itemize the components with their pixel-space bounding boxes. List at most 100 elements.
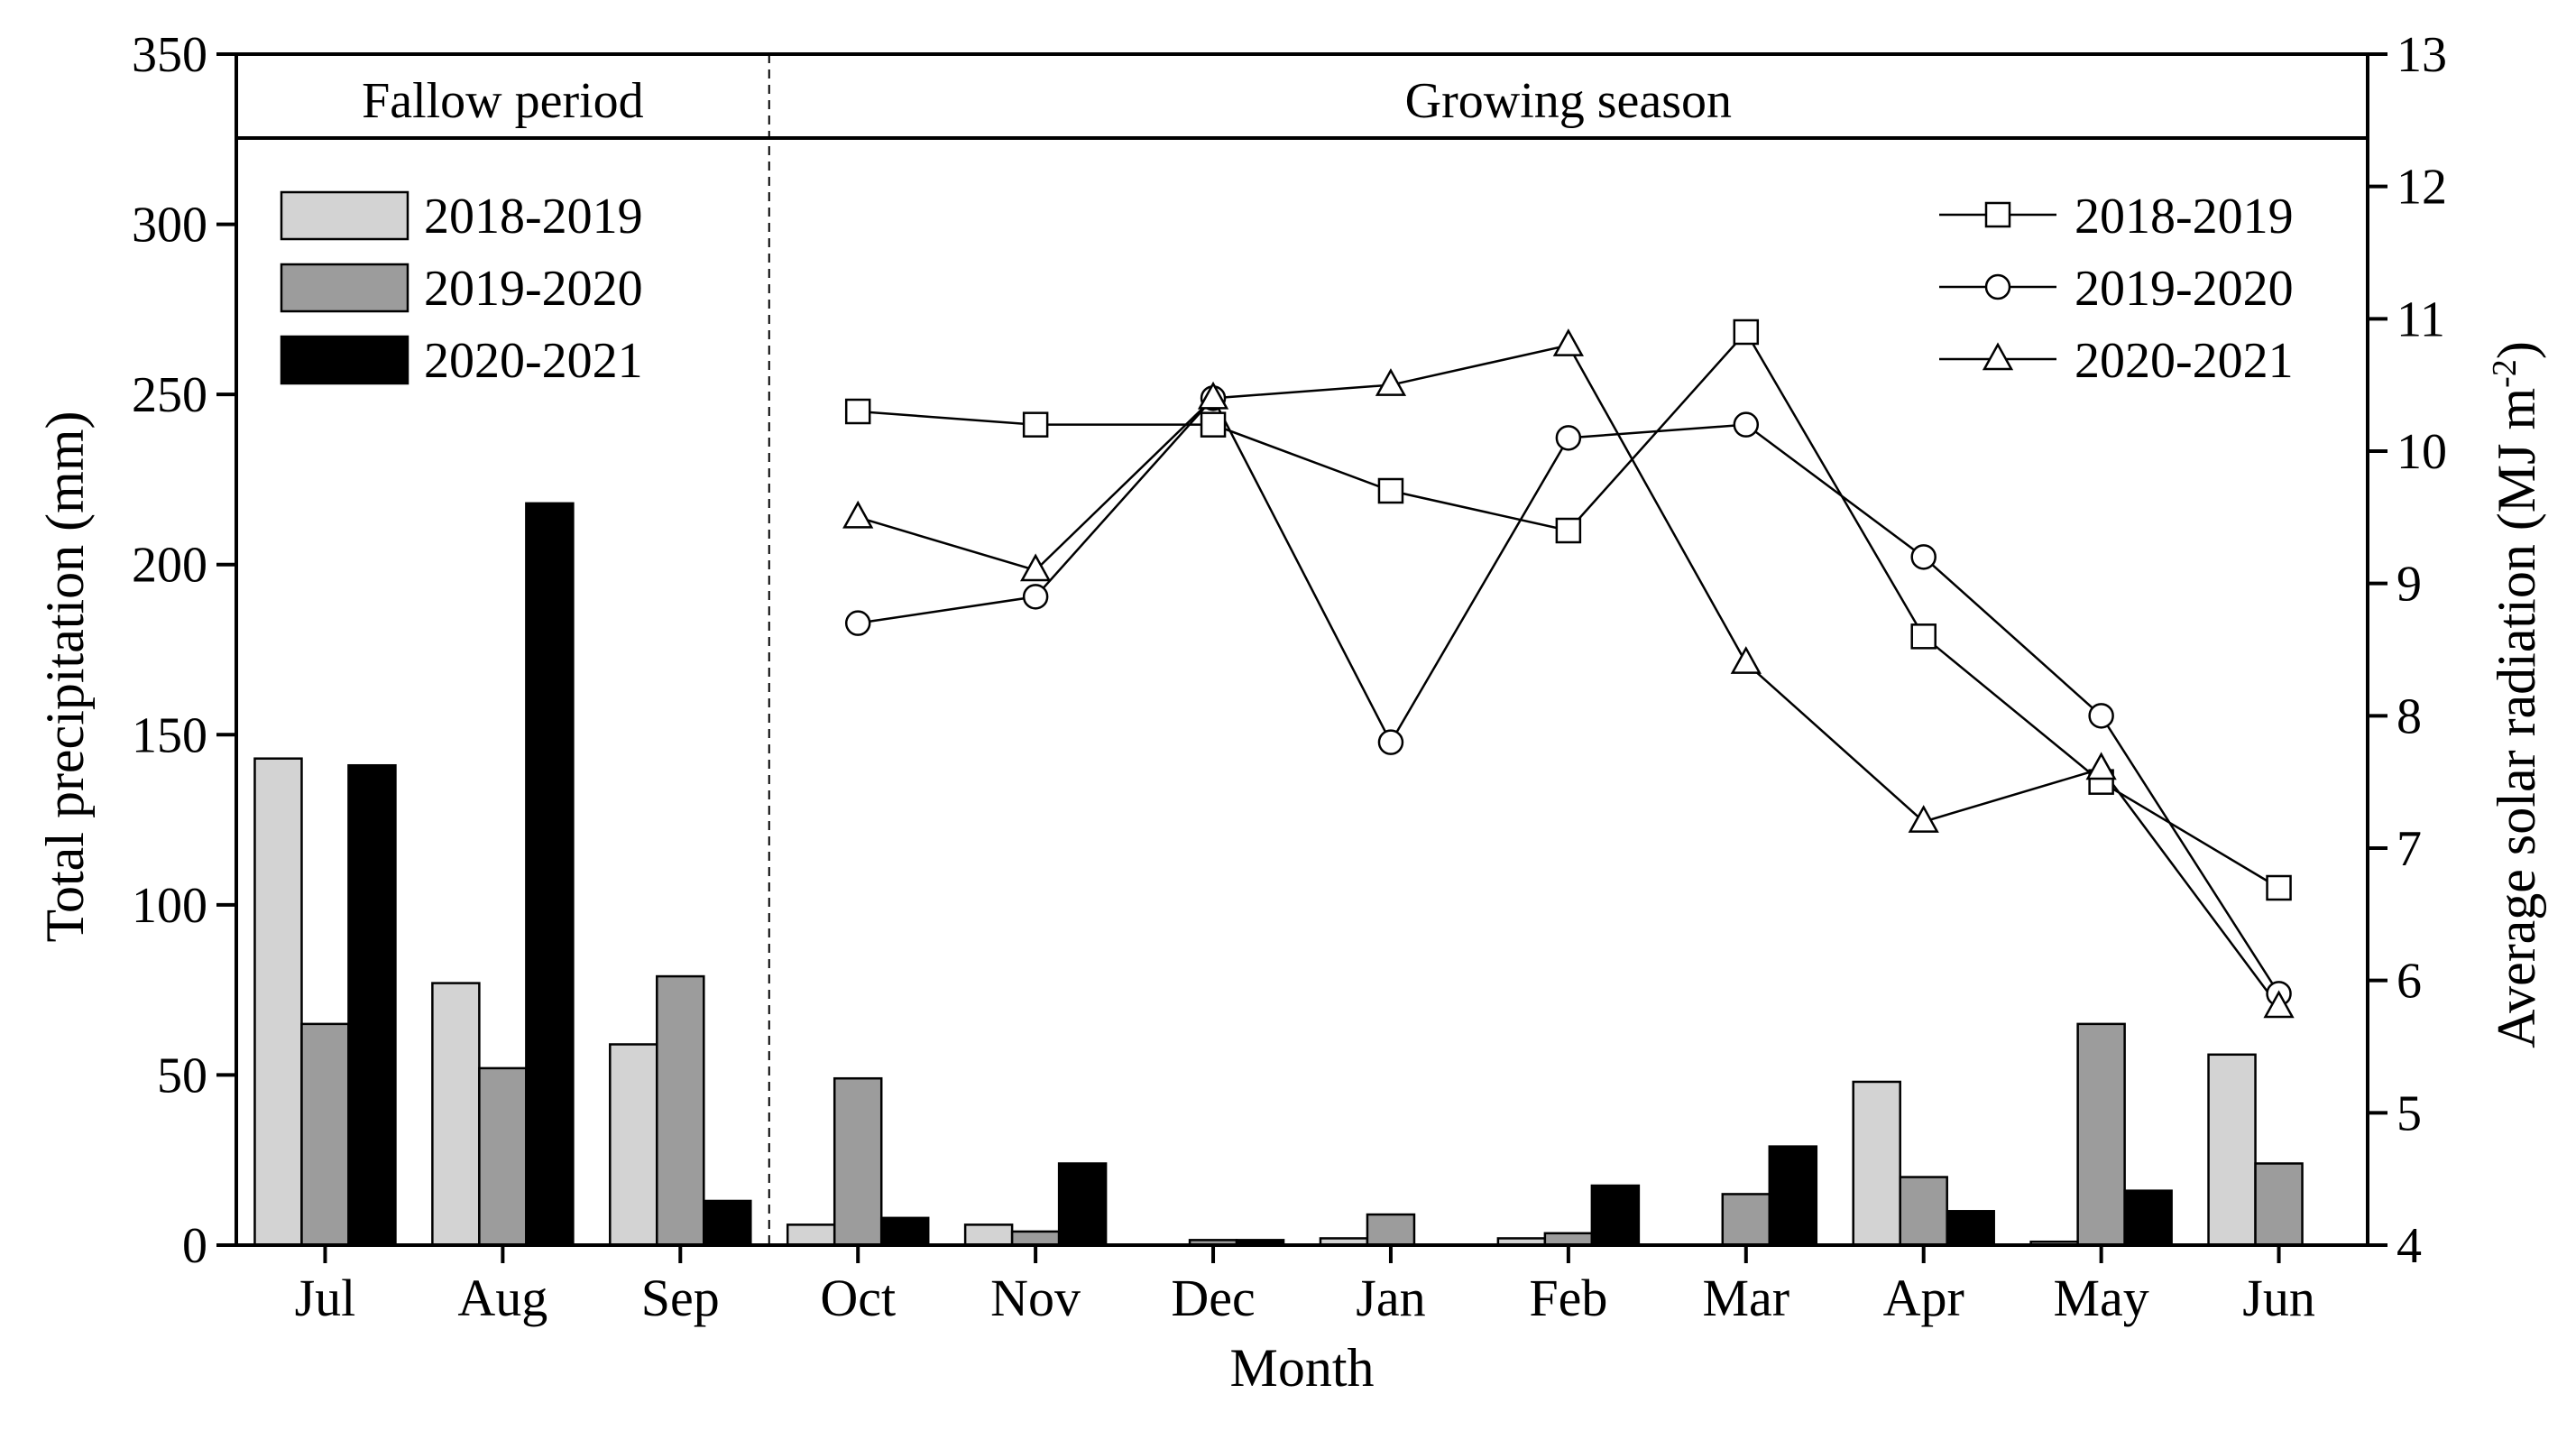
right-y-tick-label: 10 bbox=[2397, 424, 2447, 480]
line-series-2019-2020 bbox=[858, 396, 2280, 995]
right-y-tick-label: 6 bbox=[2397, 954, 2422, 1010]
period-label-growing: Growing season bbox=[1405, 73, 1732, 129]
x-axis: Jul Aug Sep Oct Nov Dec Jan Feb Mar Apr May Jun bbox=[295, 1245, 2315, 1327]
bar-legend-label: 2020-2021 bbox=[424, 333, 643, 389]
point-2018-2019-Apr bbox=[1910, 623, 1937, 650]
bar-2019-2020-Jan bbox=[1366, 1213, 1416, 1247]
point-2019-2020-Apr bbox=[1910, 544, 1937, 570]
point-2019-2020-Mar bbox=[1733, 411, 1760, 438]
right-y-tick-label: 13 bbox=[2397, 27, 2447, 83]
bar-2019-2020-Nov bbox=[1010, 1230, 1061, 1247]
left-y-axis: 0 50 100 150 200 250 300 350 bbox=[132, 27, 236, 1274]
bar-2018-2019-Apr bbox=[1852, 1080, 1901, 1247]
bar-2020-2021-Sep bbox=[703, 1199, 752, 1247]
x-tick-label-Jul: Jul bbox=[295, 1269, 356, 1327]
bar-2019-2020-Aug bbox=[478, 1066, 528, 1247]
x-tick-label-Apr: Apr bbox=[1883, 1269, 1964, 1327]
x-tick-label-Nov: Nov bbox=[990, 1269, 1081, 1327]
left-y-tick-label: 350 bbox=[132, 27, 207, 83]
x-tick-label-Aug: Aug bbox=[457, 1269, 547, 1327]
point-2019-2020-Oct bbox=[844, 610, 871, 636]
right-y-axis-label: Average solar radiation (MJ m-2) bbox=[2486, 341, 2546, 1048]
period-label-fallow: Fallow period bbox=[362, 73, 644, 129]
point-2019-2020-May bbox=[2088, 703, 2114, 729]
bar-2018-2019-Nov bbox=[963, 1223, 1014, 1247]
point-2020-2021-Feb bbox=[1552, 328, 1584, 356]
bar-2019-2020-Apr bbox=[1899, 1176, 1948, 1247]
bar-group bbox=[253, 502, 2304, 1247]
bar-legend-swatch bbox=[280, 263, 409, 313]
x-tick-label-Jun: Jun bbox=[2242, 1269, 2315, 1327]
line-legend-marker bbox=[1984, 201, 2011, 228]
point-2020-2021-Mar bbox=[1730, 646, 1762, 674]
line-legend: 2018-2019 2019-2020 2020-2021 bbox=[1939, 189, 2294, 389]
point-2019-2020-Nov bbox=[1022, 584, 1049, 610]
x-tick-label-May: May bbox=[2053, 1269, 2148, 1327]
bar-legend-label: 2019-2020 bbox=[424, 261, 643, 317]
right-y-axis-label-superscript: -2 bbox=[2486, 359, 2524, 388]
left-y-tick-label: 200 bbox=[132, 538, 207, 594]
bar-2019-2020-Sep bbox=[656, 974, 705, 1247]
point-2018-2019-Jun bbox=[2266, 874, 2292, 901]
point-2018-2019-Dec bbox=[1200, 411, 1227, 438]
line-legend-label: 2018-2019 bbox=[2075, 189, 2294, 245]
bar-2018-2019-Aug bbox=[431, 982, 481, 1247]
right-y-tick-label: 4 bbox=[2397, 1218, 2422, 1274]
plot-frame bbox=[235, 52, 2369, 1247]
line-group bbox=[842, 319, 2295, 1019]
point-2020-2021-Nov bbox=[1020, 553, 1052, 582]
bar-2019-2020-Jul bbox=[300, 1022, 350, 1247]
point-2019-2020-Feb bbox=[1555, 425, 1582, 451]
right-y-tick-label: 7 bbox=[2397, 821, 2422, 877]
point-2018-2019-Nov bbox=[1022, 411, 1049, 438]
left-y-tick-label: 150 bbox=[132, 707, 207, 763]
bar-2020-2021-Aug bbox=[525, 502, 575, 1247]
right-y-tick-label: 12 bbox=[2397, 160, 2447, 216]
bar-2019-2020-Jun bbox=[2254, 1162, 2304, 1247]
bar-2020-2021-Mar bbox=[1768, 1145, 1818, 1247]
line-legend-marker bbox=[1984, 273, 2011, 300]
bar-legend-swatch bbox=[280, 190, 409, 241]
point-2018-2019-Mar bbox=[1733, 319, 1760, 346]
bar-2018-2019-Jun bbox=[2207, 1053, 2257, 1247]
right-y-tick-label: 8 bbox=[2397, 688, 2422, 744]
bar-2020-2021-Feb bbox=[1590, 1184, 1641, 1247]
line-legend-marker bbox=[1982, 342, 2014, 371]
bar-2020-2021-Nov bbox=[1057, 1162, 1108, 1247]
line-legend-label: 2019-2020 bbox=[2075, 261, 2294, 317]
left-y-tick-label: 50 bbox=[157, 1048, 207, 1103]
right-y-axis-label-close: ) bbox=[2487, 341, 2546, 359]
bar-2020-2021-May bbox=[2123, 1189, 2173, 1247]
bar-2020-2021-Oct bbox=[879, 1216, 930, 1247]
left-y-tick-label: 300 bbox=[132, 198, 207, 254]
right-y-tick-label: 11 bbox=[2397, 291, 2445, 347]
bar-2019-2020-May bbox=[2076, 1022, 2126, 1247]
x-axis-label: Month bbox=[1229, 1338, 1374, 1398]
left-y-tick-label: 100 bbox=[132, 878, 207, 934]
right-y-tick-label: 5 bbox=[2397, 1085, 2422, 1141]
point-2018-2019-Oct bbox=[844, 398, 871, 425]
bar-legend-swatch bbox=[280, 335, 409, 385]
bar-legend-label: 2018-2019 bbox=[424, 189, 643, 245]
x-tick-label-Feb: Feb bbox=[1529, 1269, 1607, 1327]
point-2020-2021-Apr bbox=[1908, 805, 1939, 833]
left-y-tick-label: 0 bbox=[182, 1218, 207, 1274]
point-2018-2019-Feb bbox=[1555, 517, 1582, 544]
x-tick-label-Dec: Dec bbox=[1171, 1269, 1255, 1327]
bar-2020-2021-Jul bbox=[347, 763, 397, 1247]
point-2020-2021-May bbox=[2085, 752, 2117, 780]
point-2020-2021-Dec bbox=[1197, 381, 1229, 410]
bar-legend: 2018-2019 2019-2020 2020-2021 bbox=[280, 189, 643, 389]
left-y-axis-label: Total precipitation (mm) bbox=[35, 411, 95, 943]
bar-2018-2019-Sep bbox=[609, 1043, 658, 1247]
left-y-tick-label: 250 bbox=[132, 367, 207, 423]
x-tick-label-Oct: Oct bbox=[820, 1269, 896, 1327]
point-2020-2021-Jun bbox=[2263, 990, 2295, 1019]
right-y-axis-label-main: Average solar radiation (MJ m bbox=[2487, 388, 2546, 1048]
bar-2019-2020-Mar bbox=[1721, 1193, 1771, 1247]
point-2018-2019-Jan bbox=[1377, 477, 1404, 504]
right-y-axis: 4 5 6 7 8 9 10 11 12 13 bbox=[2368, 27, 2447, 1274]
x-tick-label-Sep: Sep bbox=[641, 1269, 720, 1327]
point-2020-2021-Jan bbox=[1375, 368, 1407, 396]
